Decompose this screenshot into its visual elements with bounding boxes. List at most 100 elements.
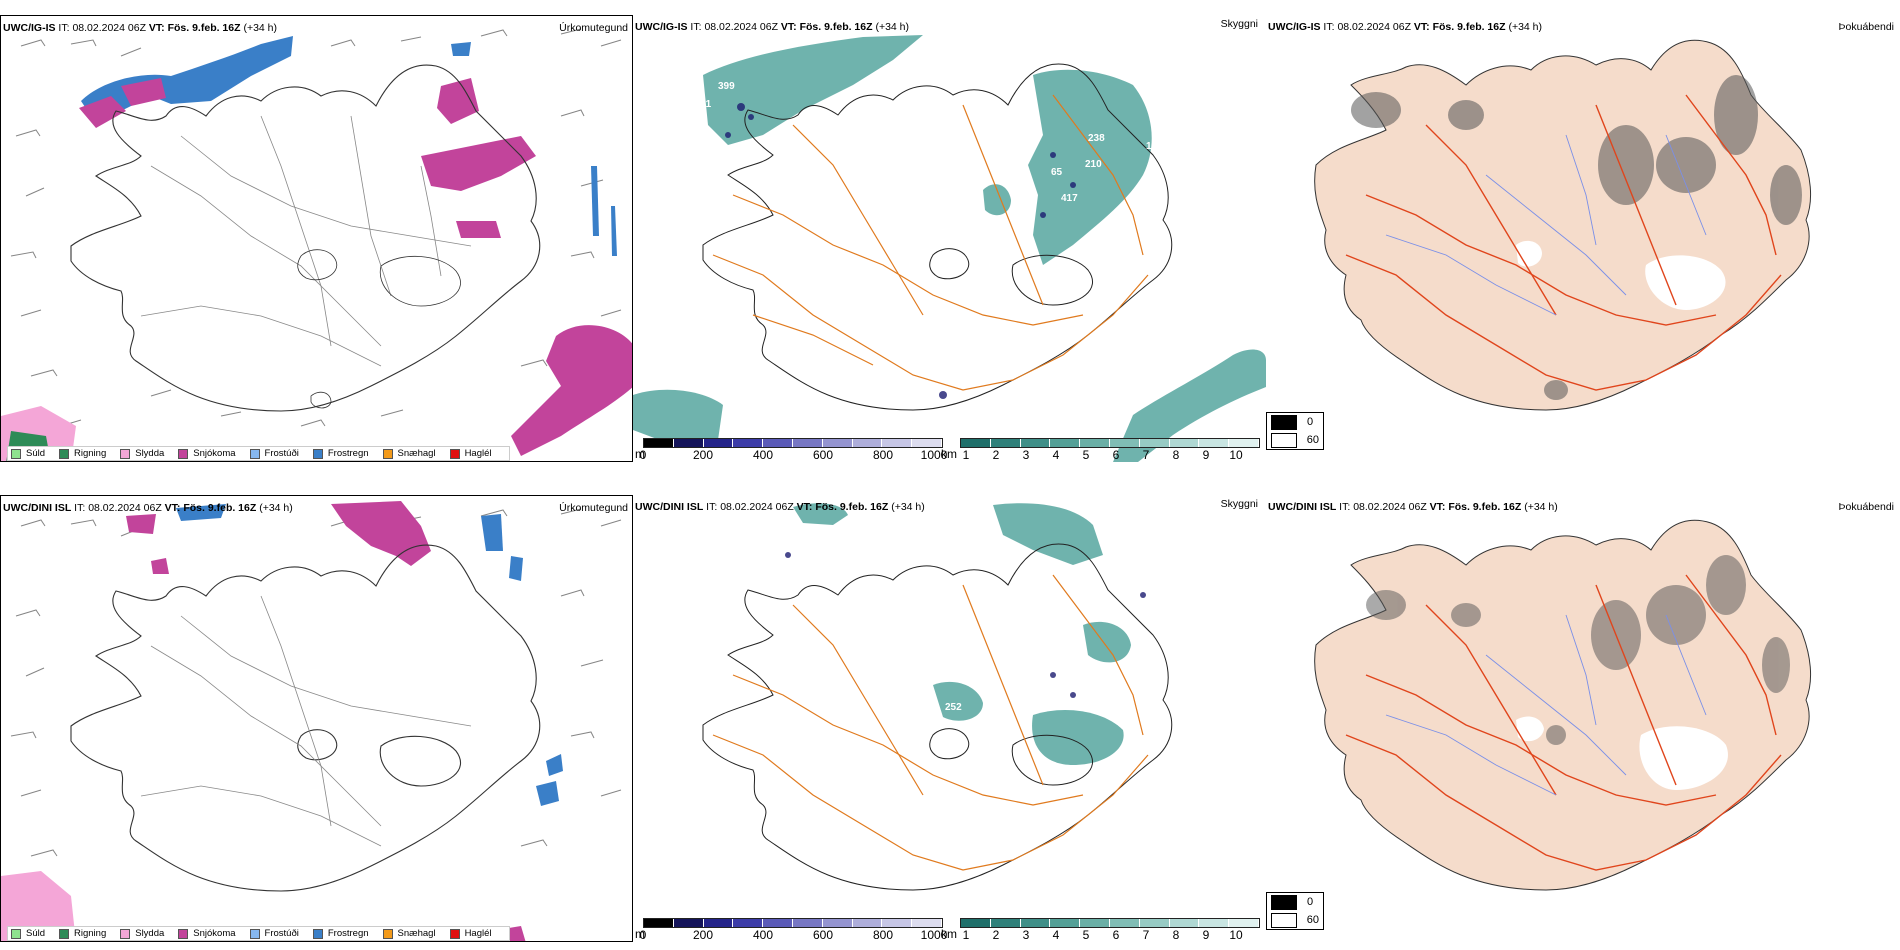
valid-time-label: VT: <box>780 21 797 33</box>
tick-label: 6 <box>1112 448 1120 462</box>
panel-title-visibility: Skyggni <box>1220 498 1258 510</box>
legend-label: Frostregn <box>327 448 369 459</box>
valid-time: Fös. 9.feb. 16Z <box>183 502 257 514</box>
run-header-bottom-precip: UWC/DINI ISL IT: 08.02.2024 06Z VT: Fös.… <box>3 502 293 514</box>
legend-swatch <box>178 928 189 939</box>
legend-label: Haglél <box>464 928 492 939</box>
tick-label: 5 <box>1082 448 1090 462</box>
legend-label: Slydda <box>135 928 165 939</box>
legend-item: Frostúði <box>249 448 299 459</box>
tick-label: 7 <box>1142 928 1150 942</box>
valid-time: Fös. 9.feb. 16Z <box>167 22 241 34</box>
legend-swatch <box>312 928 323 939</box>
run-header-top-cloud: UWC/IG-IS IT: 08.02.2024 06Z VT: Fös. 9.… <box>1268 21 1542 33</box>
tick-label: 4 <box>1052 928 1060 942</box>
legend-swatch <box>120 928 131 939</box>
unit-km: km <box>941 927 957 941</box>
valid-time: Fös. 9.feb. 16Z <box>799 21 873 33</box>
unit-km: km <box>941 447 957 461</box>
cloud-panel-top: UWC/IG-IS IT: 08.02.2024 06Z VT: Fös. 9.… <box>1266 15 1900 462</box>
lead-time: (+34 h) <box>259 502 293 514</box>
panel-title-cloud: Þokuábendi <box>1838 21 1894 33</box>
init-time: 08.02.2024 06Z <box>704 21 778 33</box>
legend-item: Súld <box>11 928 45 939</box>
legend-swatch <box>178 448 189 459</box>
visibility-panel-bottom: 252 3 UWC/DINI ISL IT: 08.02.2024 06Z VT… <box>633 495 1266 942</box>
init-time: 08.02.2024 06Z <box>1337 21 1411 33</box>
tick-label: 0 <box>639 928 647 942</box>
tick-label: 5 <box>1082 928 1090 942</box>
legend-swatch <box>312 448 323 459</box>
cloud-key-bottom: 0 60 <box>1266 892 1324 930</box>
vis-value-label: 65 <box>1051 167 1063 178</box>
legend-item: Frostregn <box>312 928 369 939</box>
legend-swatch <box>449 448 460 459</box>
legend-swatch <box>59 928 70 939</box>
init-time: 08.02.2024 06Z <box>88 502 162 514</box>
init-time: 08.02.2024 06Z <box>1353 501 1427 513</box>
valid-time-label: VT: <box>796 501 813 513</box>
vis-value-label: 252 <box>945 702 962 713</box>
legend-item: Slydda <box>120 928 164 939</box>
legend-label: Snjókoma <box>193 448 236 459</box>
run-header-top-precip: UWC/IG-IS IT: 08.02.2024 06Z VT: Fös. 9.… <box>3 22 277 34</box>
valid-time-label: VT: <box>164 502 181 514</box>
panel-title-cloud: Þokuábendi <box>1838 501 1894 513</box>
visibility-map-top: 399 311 238 210 65 417 15 <box>633 35 1266 462</box>
precip-type-panel-top: UWC/IG-IS IT: 08.02.2024 06Z VT: Fös. 9.… <box>0 15 633 462</box>
run-header-bottom-vis: UWC/DINI ISL IT: 08.02.2024 06Z VT: Fös.… <box>635 501 925 513</box>
lead-time: (+34 h) <box>1508 21 1543 33</box>
legend-swatch <box>120 448 131 459</box>
tick-label: 3 <box>1022 928 1030 942</box>
panel-title-visibility: Skyggni <box>1220 18 1258 30</box>
tick-label: 1 <box>962 928 970 942</box>
valid-time-label: VT: <box>1429 501 1446 513</box>
precip-legend-bottom: Súld Rigning Slydda Snjókoma Frostúði Fr… <box>7 926 510 941</box>
legend-item: Frostúði <box>249 928 299 939</box>
legend-swatch <box>249 928 260 939</box>
legend-label: Slydda <box>135 448 165 459</box>
legend-label: Súld <box>26 448 46 459</box>
run-header-top-vis: UWC/IG-IS IT: 08.02.2024 06Z VT: Fös. 9.… <box>635 21 909 33</box>
tick-label: 8 <box>1172 928 1180 942</box>
legend-item: Snæhagl <box>382 448 436 459</box>
visibility-panel-top: 399 311 238 210 65 417 15 UWC/IG-IS IT: … <box>633 15 1266 462</box>
legend-label: Snæhagl <box>397 448 436 459</box>
cloud-key-value: 0 <box>1307 896 1314 908</box>
tick-label: 200 <box>692 928 714 942</box>
init-time-label: IT: <box>706 501 718 513</box>
vis-value-label: 238 <box>1088 133 1105 144</box>
tick-label: 1000 <box>920 448 948 462</box>
init-time-label: IT: <box>74 502 86 514</box>
tick-label: 9 <box>1202 928 1210 942</box>
init-time: 08.02.2024 06Z <box>72 22 146 34</box>
legend-swatch <box>382 928 393 939</box>
legend-item: Rigning <box>59 448 106 459</box>
precip-map-top <box>1 28 632 461</box>
colorbar-ticks: 1 2 3 4 5 6 7 8 9 10 <box>960 928 1260 942</box>
valid-time: Fös. 9.feb. 16Z <box>815 501 889 513</box>
tick-label: 7 <box>1142 448 1150 462</box>
tick-label: 800 <box>872 928 894 942</box>
init-time-label: IT: <box>1339 501 1351 513</box>
cloud-key-swatch <box>1271 414 1297 430</box>
legend-item: Rigning <box>59 928 106 939</box>
run-header-bottom-cloud: UWC/DINI ISL IT: 08.02.2024 06Z VT: Fös.… <box>1268 501 1558 513</box>
colorbar-ticks: 0 200 400 600 800 1000 <box>639 928 948 942</box>
cloud-key-swatch <box>1271 432 1297 448</box>
legend-item: Snæhagl <box>382 928 436 939</box>
vis-value-label: 210 <box>1085 159 1102 170</box>
cloud-key-swatch <box>1271 894 1297 910</box>
model-name: UWC/DINI ISL <box>1268 501 1337 513</box>
panel-title-precip: Úrkomutegund <box>559 22 628 34</box>
valid-time: Fös. 9.feb. 16Z <box>1448 501 1522 513</box>
model-name: UWC/DINI ISL <box>3 502 72 514</box>
lead-time: (+34 h) <box>875 21 910 33</box>
legend-label: Súld <box>26 928 46 939</box>
legend-item: Súld <box>11 448 45 459</box>
legend-item: Haglél <box>449 448 492 459</box>
tick-label: 800 <box>872 448 894 462</box>
legend-item: Haglél <box>449 928 492 939</box>
tick-label: 4 <box>1052 448 1060 462</box>
legend-label: Snæhagl <box>397 928 436 939</box>
